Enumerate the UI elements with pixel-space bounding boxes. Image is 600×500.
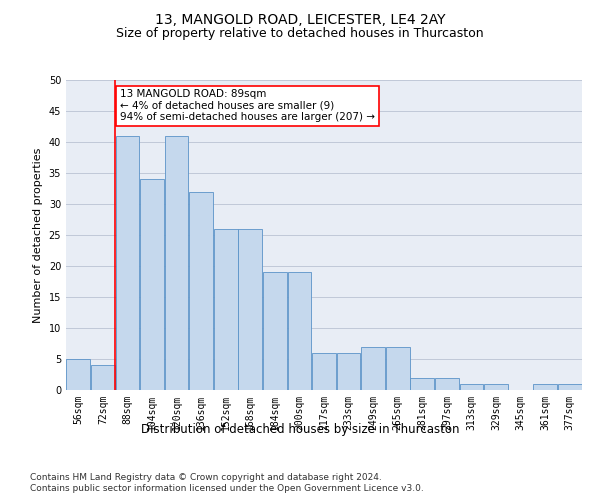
- Text: 13 MANGOLD ROAD: 89sqm
← 4% of detached houses are smaller (9)
94% of semi-detac: 13 MANGOLD ROAD: 89sqm ← 4% of detached …: [120, 90, 375, 122]
- Bar: [91, 365, 115, 390]
- Text: Contains HM Land Registry data © Crown copyright and database right 2024.: Contains HM Land Registry data © Crown c…: [30, 472, 382, 482]
- Bar: [435, 378, 459, 390]
- Bar: [116, 136, 139, 390]
- Bar: [484, 384, 508, 390]
- Bar: [410, 378, 434, 390]
- Text: Size of property relative to detached houses in Thurcaston: Size of property relative to detached ho…: [116, 28, 484, 40]
- Text: 13, MANGOLD ROAD, LEICESTER, LE4 2AY: 13, MANGOLD ROAD, LEICESTER, LE4 2AY: [155, 12, 445, 26]
- Bar: [558, 384, 581, 390]
- Y-axis label: Number of detached properties: Number of detached properties: [33, 148, 43, 322]
- Bar: [164, 136, 188, 390]
- Bar: [67, 359, 90, 390]
- Bar: [460, 384, 484, 390]
- Bar: [386, 346, 410, 390]
- Bar: [287, 272, 311, 390]
- Bar: [361, 346, 385, 390]
- Text: Contains public sector information licensed under the Open Government Licence v3: Contains public sector information licen…: [30, 484, 424, 493]
- Bar: [263, 272, 287, 390]
- Bar: [238, 229, 262, 390]
- Bar: [312, 353, 336, 390]
- Bar: [214, 229, 238, 390]
- Bar: [533, 384, 557, 390]
- Bar: [140, 179, 164, 390]
- Bar: [189, 192, 213, 390]
- Bar: [337, 353, 361, 390]
- Text: Distribution of detached houses by size in Thurcaston: Distribution of detached houses by size …: [141, 422, 459, 436]
